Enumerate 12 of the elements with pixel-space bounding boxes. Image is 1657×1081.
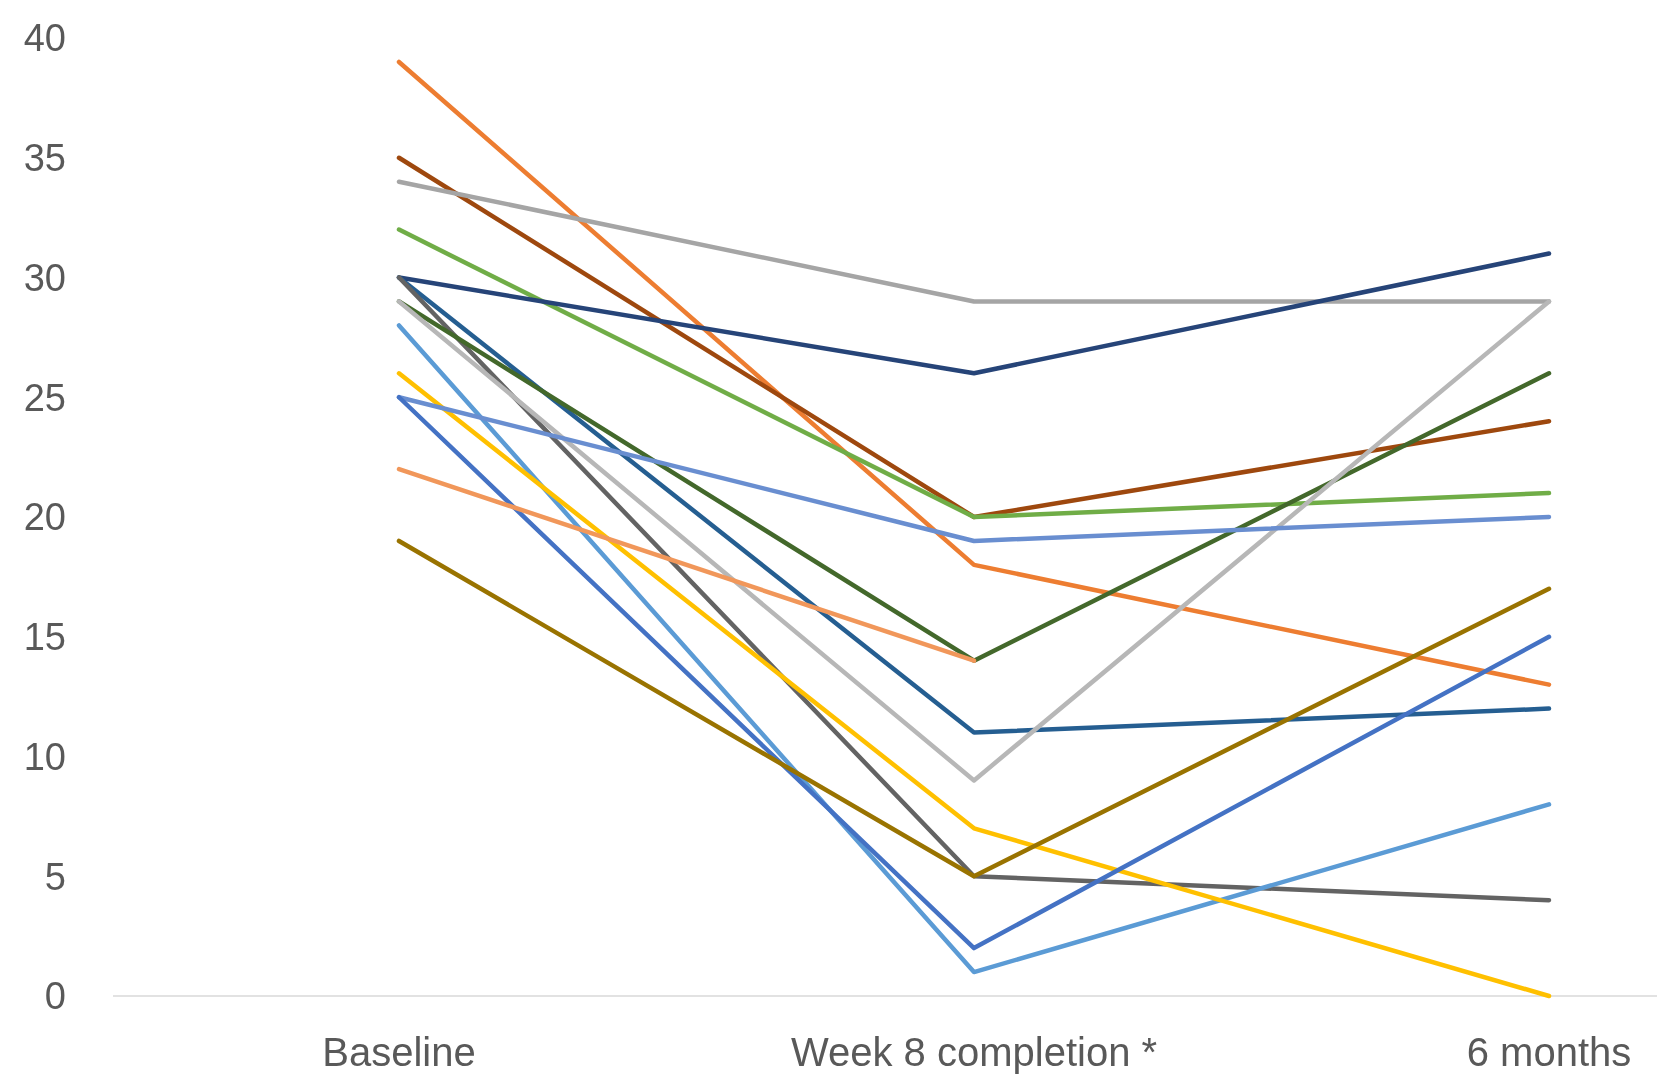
y-tick-label: 25 xyxy=(23,376,66,419)
y-tick-label: 35 xyxy=(23,137,66,180)
x-tick-label: Week 8 completion * xyxy=(790,1030,1158,1074)
x-tick-label: 6 months xyxy=(1466,1030,1632,1074)
y-tick-label: 30 xyxy=(23,256,66,299)
y-tick-label: 40 xyxy=(23,17,66,60)
y-tick-label: 5 xyxy=(44,855,66,898)
y-tick-label: 10 xyxy=(23,735,66,778)
y-tick-label: 15 xyxy=(23,616,66,659)
y-tick-label: 20 xyxy=(23,496,66,539)
x-tick-label: Baseline xyxy=(322,1030,476,1074)
y-tick-label: 0 xyxy=(44,975,66,1018)
